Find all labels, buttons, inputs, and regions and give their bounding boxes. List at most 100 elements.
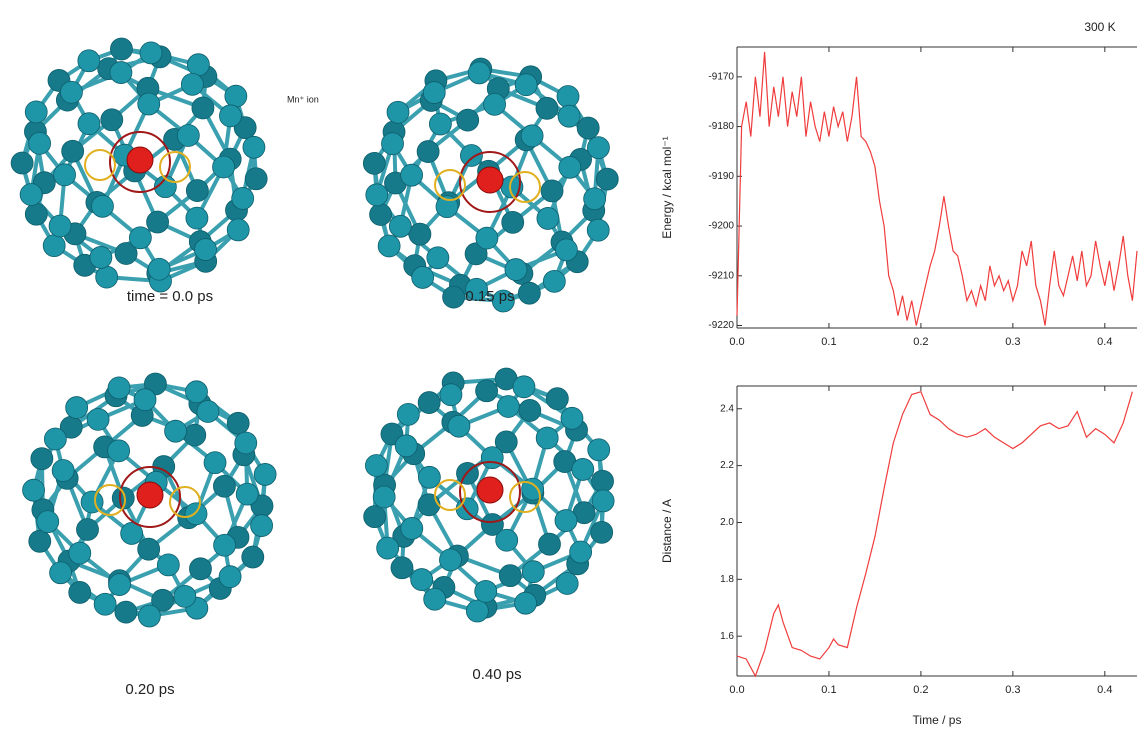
atom <box>543 270 565 292</box>
x-tick-label: 0.4 <box>1097 336 1112 348</box>
atom <box>43 235 65 257</box>
atom <box>536 97 558 119</box>
atom <box>448 415 470 437</box>
ion-label: Mn⁺ ion <box>287 94 319 104</box>
atom <box>370 204 392 226</box>
atom <box>69 542 91 564</box>
atom <box>20 184 42 206</box>
atom <box>423 82 445 104</box>
y-tick-label: 1.6 <box>720 631 734 642</box>
atom <box>101 109 123 131</box>
atom <box>54 164 76 186</box>
atom <box>382 133 404 155</box>
atom <box>592 470 614 492</box>
atom <box>184 424 206 446</box>
atom <box>546 388 568 410</box>
atom <box>591 521 613 543</box>
atom <box>395 435 417 457</box>
data-line <box>737 392 1132 676</box>
atom <box>181 73 203 95</box>
atom <box>409 223 431 245</box>
y-tick-label: -9200 <box>708 221 734 232</box>
atom <box>11 152 33 174</box>
atom <box>466 600 488 622</box>
atom <box>387 101 409 123</box>
chart-title: 300 K <box>1084 20 1115 34</box>
atom <box>496 529 518 551</box>
atom <box>555 239 577 261</box>
atom <box>251 515 273 537</box>
atom <box>577 117 599 139</box>
atom <box>497 396 519 418</box>
atom <box>588 439 610 461</box>
panel-label: 0.15 ps <box>465 288 514 305</box>
atom <box>475 580 497 602</box>
atom <box>165 420 187 442</box>
atom <box>245 168 267 190</box>
atom <box>225 85 247 107</box>
x-tick-label: 0.2 <box>913 336 928 348</box>
y-tick-label: 2.2 <box>720 460 734 471</box>
x-axis-label: Time / ps <box>913 713 962 727</box>
atom <box>518 282 540 304</box>
atom <box>242 546 264 568</box>
atom <box>411 569 433 591</box>
ion <box>127 147 153 173</box>
atom <box>214 534 236 556</box>
atom <box>572 458 594 480</box>
atom <box>109 574 131 596</box>
atom <box>29 530 51 552</box>
atom <box>108 377 130 399</box>
atom <box>373 486 395 508</box>
data-line <box>737 52 1137 326</box>
atom <box>587 137 609 159</box>
atom <box>537 207 559 229</box>
atom <box>140 42 162 64</box>
atom <box>187 54 209 76</box>
atom <box>60 81 82 103</box>
ion <box>137 482 163 508</box>
x-tick-label: 0.0 <box>729 684 744 696</box>
atom <box>584 188 606 210</box>
atom <box>227 412 249 434</box>
atom <box>515 592 537 614</box>
atom <box>513 376 535 398</box>
atom <box>219 566 241 588</box>
atom <box>401 164 423 186</box>
atom <box>412 266 434 288</box>
atom <box>213 475 235 497</box>
atom <box>204 452 226 474</box>
atom <box>378 235 400 257</box>
atom <box>366 184 388 206</box>
atom <box>227 219 249 241</box>
atom <box>23 479 45 501</box>
atom <box>185 503 207 525</box>
atom <box>558 105 580 127</box>
atom <box>25 101 47 123</box>
atom <box>108 440 130 462</box>
atom <box>401 517 423 539</box>
atom <box>561 407 583 429</box>
atom <box>457 109 479 131</box>
atom <box>110 62 132 84</box>
atom <box>91 195 113 217</box>
atom <box>78 113 100 135</box>
atom <box>186 207 208 229</box>
atom <box>429 113 451 135</box>
atom <box>377 537 399 559</box>
atom <box>52 460 74 482</box>
x-tick-label: 0.2 <box>913 684 928 696</box>
atom <box>397 403 419 425</box>
atom <box>138 538 160 560</box>
atom <box>174 585 196 607</box>
molecule-panels <box>11 38 618 627</box>
atom <box>417 141 439 163</box>
atom <box>502 211 524 233</box>
atom <box>363 152 385 174</box>
atom <box>418 392 440 414</box>
atom <box>427 247 449 269</box>
y-tick-label: -9190 <box>708 171 734 182</box>
atom <box>129 227 151 249</box>
atom <box>50 562 72 584</box>
atom <box>468 62 490 84</box>
